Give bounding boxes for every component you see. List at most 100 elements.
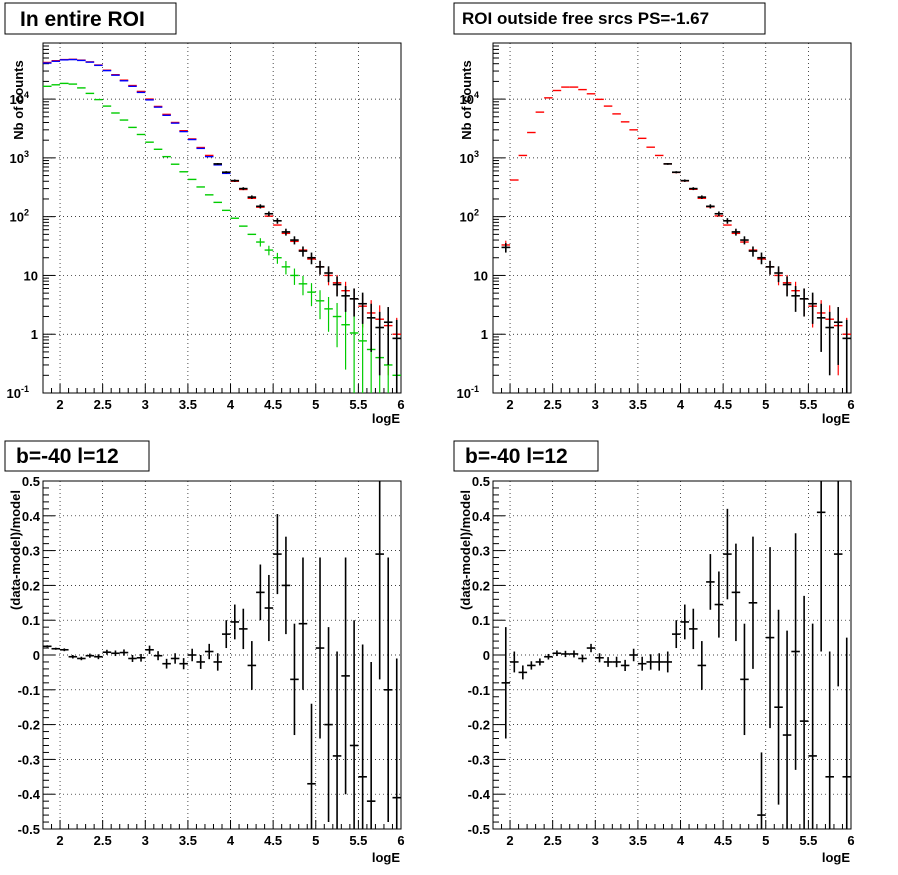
data-point (196, 655, 205, 669)
panel-title-box (453, 2, 766, 35)
x-tick-label: 6 (397, 833, 404, 848)
data-point (324, 627, 333, 823)
x-tick-label: 3.5 (629, 833, 647, 848)
series-000000 (501, 481, 851, 829)
x-tick-label: 6 (847, 397, 854, 412)
data-point (102, 649, 112, 655)
data-point (765, 260, 775, 275)
y-tick-label: -0.1 (468, 683, 490, 698)
data-point (247, 195, 257, 199)
y-tick-label: 0.2 (22, 578, 40, 593)
y-axis-label: Nb of counts (11, 60, 26, 139)
data-point (307, 283, 316, 307)
x-tick-label: 5.5 (349, 397, 367, 412)
data-point (816, 303, 826, 352)
y-tick-label: 0.5 (22, 474, 40, 489)
data-point (646, 654, 655, 670)
x-tick-label: 4 (677, 397, 685, 412)
data-point (697, 195, 707, 199)
panel-residuals-right: b=-40 l=12 2 2.5 3 3.5 4 4.5 5 5.5 6 -0.5 -0.4 -0.3… (453, 440, 855, 865)
y-axis-label: (data-model)/model (8, 490, 23, 610)
y-tick-label: 10-1 (7, 384, 29, 401)
data-point (748, 536, 758, 669)
data-point (825, 651, 834, 829)
data-point (680, 179, 690, 182)
panel-title: In entire ROI (20, 8, 145, 31)
x-tick-label: 4.5 (714, 833, 732, 848)
data-point (256, 238, 265, 247)
panel-title: b=-40 l=12 (465, 445, 568, 468)
data-point (757, 752, 766, 829)
data-point (620, 659, 630, 672)
data-point (714, 571, 724, 638)
data-point (501, 627, 511, 739)
data-point (706, 204, 715, 209)
x-tick-label: 3 (592, 397, 599, 412)
x-tick-label: 2.5 (544, 397, 562, 412)
series-ff0000 (501, 86, 851, 393)
data-point (544, 653, 553, 660)
data-point (375, 481, 384, 680)
data-point (204, 643, 214, 660)
data-point (791, 286, 800, 312)
data-point (222, 171, 231, 174)
data-point (170, 653, 180, 664)
x-tick-label: 5.5 (799, 397, 817, 412)
data-point (680, 604, 690, 640)
panel-title-box (4, 440, 150, 472)
data-point (273, 514, 282, 595)
data-point (765, 547, 775, 729)
y-tick-label: 103 (460, 149, 479, 166)
data-point (663, 651, 672, 673)
data-point (791, 533, 800, 770)
y-tick-label: 0 (33, 648, 40, 663)
data-point (808, 292, 817, 324)
data-point (60, 648, 69, 652)
data-point (663, 163, 672, 165)
x-axis-label: logE (822, 411, 850, 426)
data-point (603, 657, 613, 667)
data-point (264, 574, 274, 642)
series-000000 (213, 163, 401, 393)
data-point (723, 218, 732, 224)
plot-frame (42, 42, 402, 394)
data-point (315, 260, 325, 275)
x-tick-label: 3 (142, 397, 149, 412)
data-point (341, 286, 350, 312)
x-tick-label: 6 (397, 397, 404, 412)
data-point (612, 656, 621, 668)
y-tick-label: -0.5 (468, 822, 490, 837)
data-point (672, 620, 681, 649)
data-point (239, 608, 248, 650)
y-tick-label: 0.4 (472, 509, 491, 524)
data-point (731, 543, 741, 642)
data-point (740, 236, 749, 245)
y-tick-label: 1 (481, 327, 488, 342)
data-point (145, 645, 154, 654)
data-point (187, 648, 197, 662)
data-point (290, 268, 299, 285)
data-point (586, 643, 596, 653)
data-point (298, 246, 308, 257)
x-tick-label: 5 (762, 397, 769, 412)
y-tick-label: 104 (10, 90, 29, 107)
x-tick-label: 5 (312, 397, 319, 412)
x-tick-label: 3.5 (179, 397, 197, 412)
data-point (757, 252, 766, 265)
x-tick-label: 4 (227, 833, 235, 848)
y-tick-label: 10 (24, 268, 38, 283)
data-point (349, 620, 359, 829)
x-tick-label: 4 (677, 833, 685, 848)
y-tick-label: 0.1 (22, 613, 40, 628)
data-point (774, 266, 783, 283)
y-tick-label: 102 (460, 208, 479, 225)
y-tick-label: 0.4 (22, 509, 41, 524)
data-point (825, 311, 834, 376)
data-point (697, 641, 707, 690)
data-point (281, 228, 291, 236)
y-tick-label: 0.2 (472, 578, 490, 593)
data-point (51, 647, 61, 650)
data-point (273, 252, 282, 264)
y-axis-label: Nb of counts (459, 60, 474, 139)
data-point (392, 319, 401, 393)
